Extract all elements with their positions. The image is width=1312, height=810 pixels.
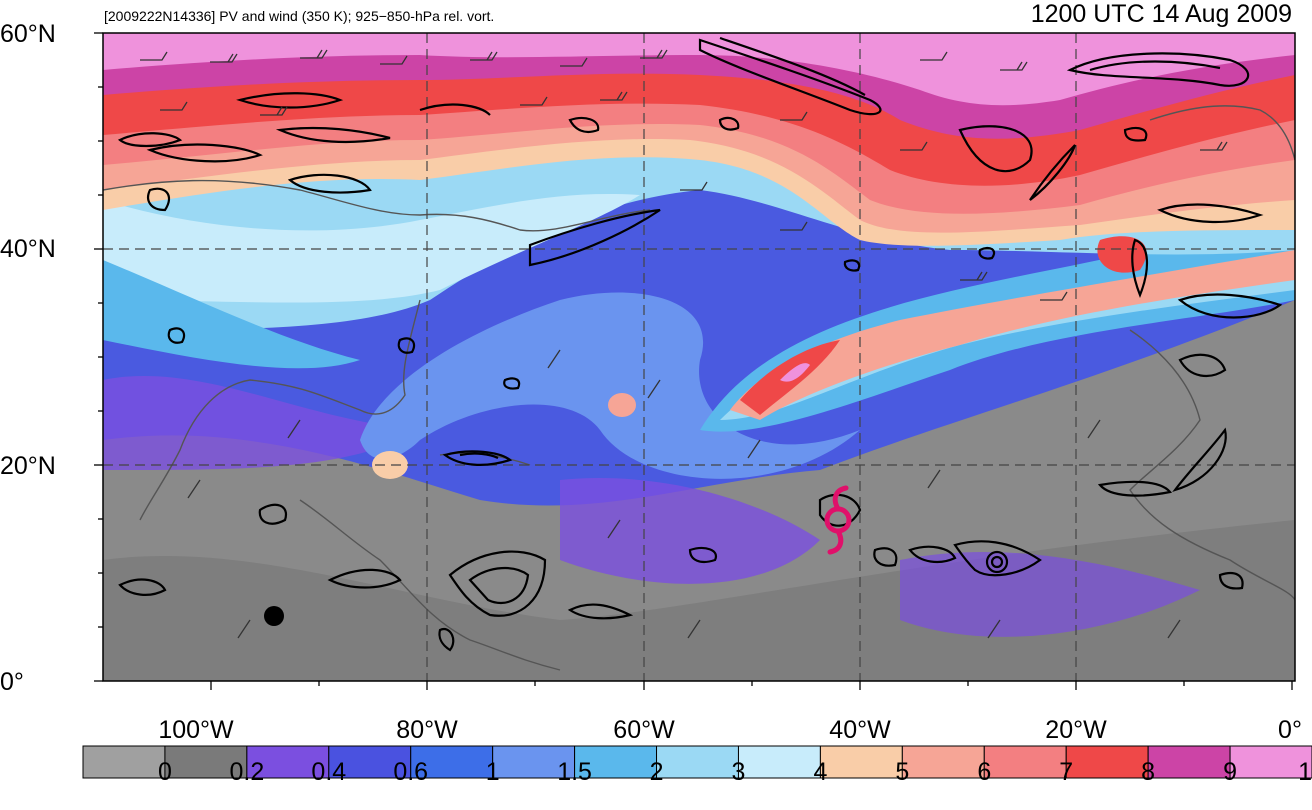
pv-field: [103, 33, 1295, 681]
lat-label-40n: 40°N: [0, 235, 56, 263]
map-subtitle: [2009222N14336] PV and wind (350 K); 925…: [104, 8, 495, 24]
colorbar-swatch: [901, 745, 985, 779]
lon-label-100w: 100°W: [158, 716, 234, 744]
wind-barbs: [140, 49, 1228, 639]
lat-label-20n: 20°N: [0, 452, 56, 480]
colorbar-tick-label: 1.5: [557, 758, 592, 786]
point-marker: [264, 606, 284, 626]
lon-label-60w: 60°W: [613, 716, 675, 744]
colorbar-tick-label: 10: [1298, 758, 1312, 786]
lon-label-80w: 80°W: [396, 716, 458, 744]
colorbar-swatch: [656, 745, 739, 779]
colorbar-swatch: [1065, 745, 1149, 779]
colorbar-tick-label: 9: [1223, 758, 1238, 786]
valid-time: 1200 UTC 14 Aug 2009: [1030, 0, 1292, 28]
colorbar-tick-label: 7: [1059, 758, 1074, 786]
graticule: [103, 33, 1295, 681]
colorbar-tick-label: 5: [895, 758, 910, 786]
colorbar-tick-label: 0.4: [311, 758, 347, 786]
lon-label-0: 0°: [1278, 716, 1302, 744]
colorbar: [82, 745, 1312, 779]
lat-label-60n: 60°N: [0, 20, 56, 48]
colorbar-swatch: [983, 745, 1067, 779]
colorbar-swatch: [164, 745, 248, 779]
lat-label-equator: 0°: [0, 668, 24, 696]
map-frame: [94, 32, 1296, 690]
colorbar-tick-label: 2: [649, 758, 664, 786]
colorbar-swatch: [737, 745, 821, 779]
colorbar-tick-label: 8: [1141, 758, 1156, 786]
colorbar-swatch: [328, 745, 412, 779]
coastlines: [103, 105, 1295, 671]
colorbar-tick-label: 4: [813, 758, 828, 786]
colorbar-tick-label: 0: [157, 758, 172, 786]
lon-label-20w: 20°W: [1045, 716, 1107, 744]
colorbar-tick-label: 0.2: [229, 758, 265, 786]
colorbar-swatch: [1147, 745, 1231, 779]
colorbar-tick-label: 6: [977, 758, 992, 786]
lon-label-40w: 40°W: [829, 716, 891, 744]
colorbar-tick-label: 0.6: [393, 758, 429, 786]
colorbar-swatch: [82, 745, 166, 779]
tropical-cyclone-icon: [824, 485, 852, 555]
colorbar-tick-label: 3: [731, 758, 746, 786]
colorbar-swatch: [819, 745, 903, 779]
colorbar-tick-label: 1: [485, 758, 500, 786]
